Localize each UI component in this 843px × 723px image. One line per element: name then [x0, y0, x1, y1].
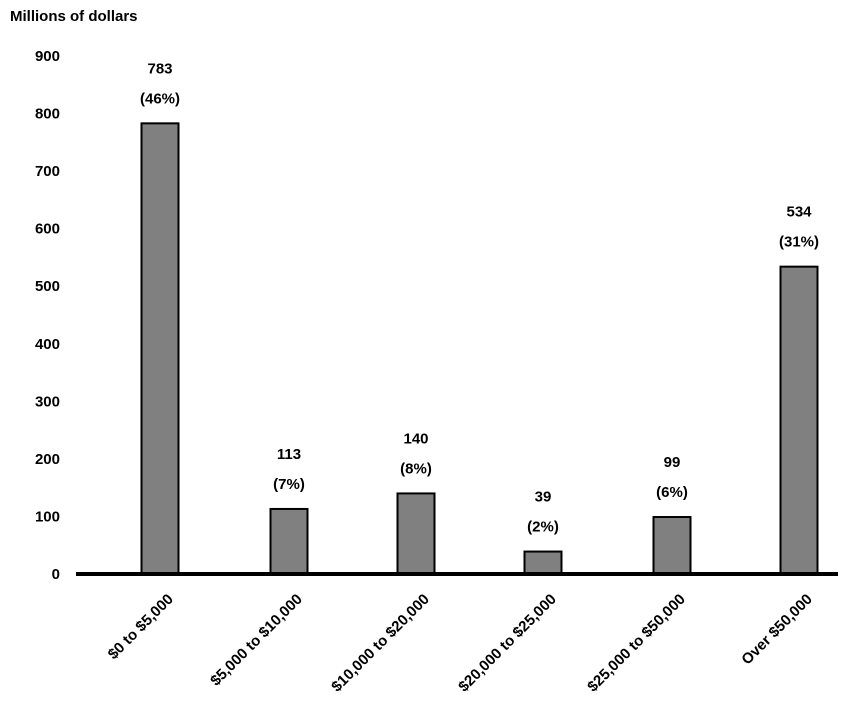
- bar: [652, 516, 692, 576]
- y-axis-unit-label: Millions of dollars: [10, 8, 138, 25]
- y-tick-label: 0: [52, 566, 60, 583]
- y-tick-label: 600: [35, 221, 60, 238]
- x-tick-label: $25,000 to $50,000: [584, 591, 689, 696]
- bar: [523, 550, 563, 576]
- y-axis: 0 100 200 300 400 500 600 700 800 900: [35, 48, 60, 583]
- x-tick-label: $5,000 to $10,000: [207, 591, 306, 690]
- y-tick-label: 900: [35, 48, 60, 65]
- y-tick-label: 200: [35, 451, 60, 468]
- y-tick-label: 100: [35, 508, 60, 525]
- bar-percent-label: (6%): [656, 484, 688, 501]
- x-tick-label: $10,000 to $20,000: [328, 591, 433, 696]
- x-tick-label: $20,000 to $25,000: [455, 591, 560, 696]
- bar-value-label: 783: [147, 60, 172, 77]
- bar-percent-label: (31%): [779, 234, 819, 251]
- bar: [779, 265, 819, 575]
- bar-value-label: 534: [786, 204, 812, 221]
- bar: [269, 507, 309, 575]
- x-tick-label: $0 to $5,000: [105, 591, 177, 663]
- x-axis: $0 to $5,000 $5,000 to $10,000 $10,000 to …: [105, 591, 816, 696]
- y-tick-label: 700: [35, 163, 60, 180]
- bar: [140, 122, 180, 575]
- bar-value-label: 140: [403, 430, 428, 447]
- x-tick-label: Over $50,000: [738, 591, 815, 668]
- bar-percent-label: (7%): [273, 476, 305, 493]
- bar-value-label: 99: [664, 454, 681, 471]
- bar-percent-label: (2%): [527, 519, 559, 536]
- bar-percent-label: (8%): [400, 460, 432, 477]
- y-tick-label: 500: [35, 278, 60, 295]
- bars: [140, 122, 819, 576]
- data-labels: 783 (46%) 113 (7%) 140 (8%) 39 (2%) 99 (6%) 534 (31…: [140, 60, 819, 535]
- y-tick-label: 300: [35, 393, 60, 410]
- y-tick-label: 800: [35, 106, 60, 123]
- bar-percent-label: (46%): [140, 90, 180, 107]
- bar: [396, 492, 436, 575]
- y-tick-label: 400: [35, 336, 60, 353]
- bar-value-label: 113: [277, 446, 301, 463]
- bar-value-label: 39: [535, 489, 552, 506]
